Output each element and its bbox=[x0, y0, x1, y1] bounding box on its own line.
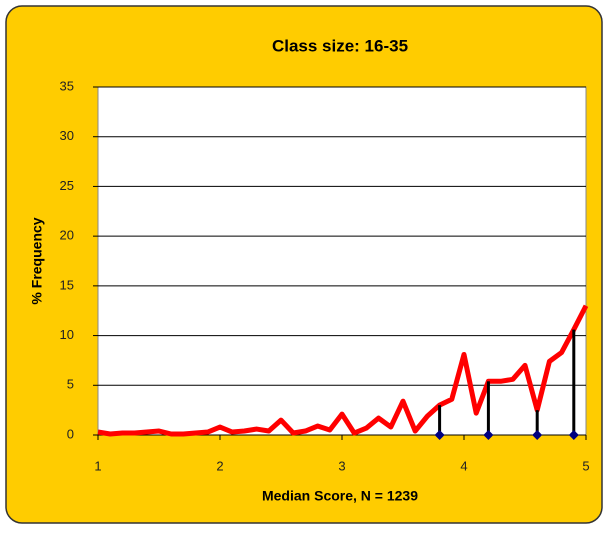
x-tick-label: 2 bbox=[216, 458, 223, 473]
y-tick-label: 35 bbox=[60, 78, 74, 93]
y-tick-label: 25 bbox=[60, 178, 74, 193]
y-tick-label: 5 bbox=[67, 377, 74, 392]
y-tick-label: 0 bbox=[67, 426, 74, 441]
stem-marker bbox=[532, 430, 543, 440]
stem-marker bbox=[434, 430, 445, 440]
chart-title: Class size: 16-35 bbox=[272, 36, 408, 55]
plot-area bbox=[97, 86, 587, 436]
x-tick-label: 5 bbox=[582, 458, 589, 473]
x-tick-label: 3 bbox=[338, 458, 345, 473]
y-axis-label: % Frequency bbox=[29, 217, 45, 304]
y-tick-label: 15 bbox=[60, 277, 74, 292]
x-tick-label: 1 bbox=[94, 458, 101, 473]
x-tick-label: 4 bbox=[460, 458, 467, 473]
stem-marker bbox=[483, 430, 494, 440]
stem-marker bbox=[568, 430, 579, 440]
y-tick-label: 20 bbox=[60, 228, 74, 243]
data-line bbox=[97, 304, 589, 437]
y-tick-label: 10 bbox=[60, 327, 74, 342]
y-tick-label: 30 bbox=[60, 128, 74, 143]
x-axis-label: Median Score, N = 1239 bbox=[262, 488, 418, 504]
